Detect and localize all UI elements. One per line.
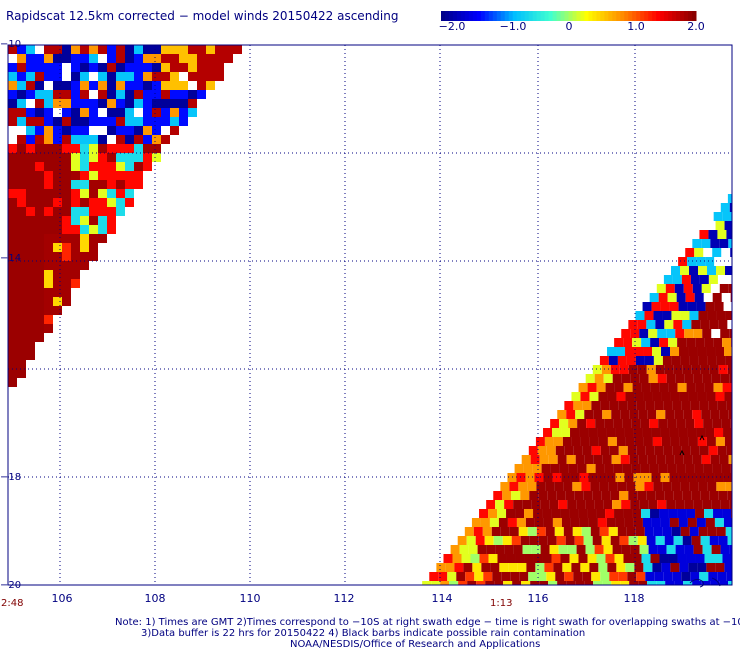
figure-title: Rapidscat 12.5km corrected − model winds… <box>6 9 399 23</box>
lon-label-118: 118 <box>623 592 645 605</box>
time-label-middle: 1:13 <box>490 598 513 609</box>
lon-label-106: 106 <box>51 592 73 605</box>
footnote-line-2: 3)Data buffer is 22 hrs for 20150422 4) … <box>141 628 586 639</box>
colorbar-label-zero: 0 <box>565 20 573 33</box>
lon-label-116: 116 <box>527 592 549 605</box>
colorbar-label-max: 2.0 <box>687 20 705 33</box>
colorbar-label-min: −2.0 <box>438 20 466 33</box>
time-label-left: 2:48 <box>1 598 24 609</box>
swath-right <box>422 194 732 585</box>
rain-barbs <box>679 434 705 456</box>
footnote-line-1: Note: 1) Times are GMT 2)Times correspon… <box>115 617 740 628</box>
lat-label-10: −10 <box>0 39 22 50</box>
colorbar-label-pos1: 1.0 <box>627 20 645 33</box>
swath-left <box>8 45 242 387</box>
lon-label-112: 112 <box>333 592 355 605</box>
coastline <box>689 577 721 588</box>
lon-label-110: 110 <box>239 592 261 605</box>
lon-label-114: 114 <box>431 592 453 605</box>
colorbar-gradient <box>441 11 697 21</box>
lat-label-18: −18 <box>0 472 22 483</box>
lat-label-20: −20 <box>0 580 22 591</box>
footnote-line-3: NOAA/NESDIS/Office of Research and Appli… <box>290 639 541 650</box>
lat-lon-grid <box>8 45 732 585</box>
colorbar-label-neg1: −1.0 <box>499 20 527 33</box>
lat-label-14: −14 <box>0 253 22 264</box>
lon-label-108: 108 <box>144 592 166 605</box>
map-frame <box>7 44 733 586</box>
